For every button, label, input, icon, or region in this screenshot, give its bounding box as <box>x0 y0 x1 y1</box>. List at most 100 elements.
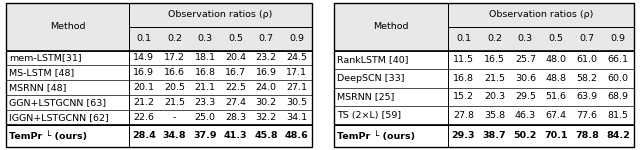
Text: 0.3: 0.3 <box>518 34 533 43</box>
Bar <box>334 69 634 88</box>
Text: 23.3: 23.3 <box>195 98 216 107</box>
Text: DeepSCN [33]: DeepSCN [33] <box>337 74 404 83</box>
Text: 68.9: 68.9 <box>607 92 628 101</box>
Text: 37.9: 37.9 <box>193 131 217 140</box>
Text: 34.1: 34.1 <box>286 113 307 122</box>
Text: 58.2: 58.2 <box>577 74 598 83</box>
Text: 24.5: 24.5 <box>286 53 307 62</box>
Text: 23.2: 23.2 <box>255 53 276 62</box>
Text: 0.1: 0.1 <box>136 34 151 43</box>
Text: 20.3: 20.3 <box>484 92 505 101</box>
Bar <box>6 80 312 95</box>
Text: 16.8: 16.8 <box>195 68 216 77</box>
Text: 0.2: 0.2 <box>167 34 182 43</box>
Text: Observation ratios (ρ): Observation ratios (ρ) <box>168 10 273 19</box>
Bar <box>6 3 129 51</box>
Text: 18.1: 18.1 <box>195 53 216 62</box>
Text: MS-LSTM [48]: MS-LSTM [48] <box>10 68 75 77</box>
Text: 30.6: 30.6 <box>515 74 536 83</box>
Text: 0.7: 0.7 <box>259 34 273 43</box>
Bar <box>6 110 312 125</box>
Bar <box>334 88 634 106</box>
Text: 29.5: 29.5 <box>515 92 536 101</box>
Text: 0.9: 0.9 <box>289 34 304 43</box>
Text: 0.3: 0.3 <box>197 34 212 43</box>
Bar <box>334 3 448 51</box>
Text: 50.2: 50.2 <box>514 131 537 140</box>
Text: 24.0: 24.0 <box>255 83 276 92</box>
Text: 0.1: 0.1 <box>456 34 471 43</box>
Text: 51.6: 51.6 <box>546 92 567 101</box>
Text: MSRNN [25]: MSRNN [25] <box>337 92 395 101</box>
Bar <box>334 51 634 69</box>
Text: 30.2: 30.2 <box>255 98 276 107</box>
Bar <box>448 27 634 51</box>
Text: 16.9: 16.9 <box>133 68 154 77</box>
Bar <box>448 3 634 27</box>
Text: 17.2: 17.2 <box>164 53 185 62</box>
Text: 30.5: 30.5 <box>286 98 307 107</box>
Text: 28.3: 28.3 <box>225 113 246 122</box>
Text: 16.9: 16.9 <box>255 68 276 77</box>
Text: 21.1: 21.1 <box>195 83 216 92</box>
Text: 38.7: 38.7 <box>483 131 506 140</box>
Text: 45.8: 45.8 <box>254 131 278 140</box>
Text: 14.9: 14.9 <box>133 53 154 62</box>
Text: 17.1: 17.1 <box>286 68 307 77</box>
Text: 25.7: 25.7 <box>515 55 536 64</box>
Text: 20.1: 20.1 <box>133 83 154 92</box>
Text: 16.5: 16.5 <box>484 55 505 64</box>
Text: RankLSTM [40]: RankLSTM [40] <box>337 55 409 64</box>
Text: Method: Method <box>373 22 409 31</box>
Text: 11.5: 11.5 <box>453 55 474 64</box>
Text: 41.3: 41.3 <box>224 131 247 140</box>
Bar <box>129 3 312 27</box>
Text: 0.5: 0.5 <box>228 34 243 43</box>
Text: Method: Method <box>50 22 85 31</box>
Text: 0.7: 0.7 <box>580 34 595 43</box>
Text: 22.5: 22.5 <box>225 83 246 92</box>
Text: 67.4: 67.4 <box>546 111 567 120</box>
Bar <box>129 27 312 51</box>
Text: 20.5: 20.5 <box>164 83 185 92</box>
Text: 70.1: 70.1 <box>545 131 568 140</box>
Text: 21.5: 21.5 <box>484 74 505 83</box>
Text: 16.6: 16.6 <box>164 68 185 77</box>
Text: MSRNN [48]: MSRNN [48] <box>10 83 67 92</box>
Text: 29.3: 29.3 <box>452 131 476 140</box>
Text: 0.9: 0.9 <box>611 34 626 43</box>
Text: 16.8: 16.8 <box>453 74 474 83</box>
Bar <box>334 125 634 147</box>
Text: 32.2: 32.2 <box>255 113 276 122</box>
Bar <box>6 65 312 80</box>
Text: 77.6: 77.6 <box>577 111 598 120</box>
Text: 60.0: 60.0 <box>607 74 628 83</box>
Text: 63.9: 63.9 <box>577 92 598 101</box>
Bar <box>6 125 312 147</box>
Text: 16.7: 16.7 <box>225 68 246 77</box>
Text: 0.5: 0.5 <box>548 34 564 43</box>
Text: 27.1: 27.1 <box>286 83 307 92</box>
Text: 48.0: 48.0 <box>546 55 567 64</box>
Text: IGGN+LSTGCNN [62]: IGGN+LSTGCNN [62] <box>10 113 109 122</box>
Text: mem-LSTM[31]: mem-LSTM[31] <box>10 53 82 62</box>
Text: 28.4: 28.4 <box>132 131 156 140</box>
Text: 27.8: 27.8 <box>453 111 474 120</box>
Text: 27.4: 27.4 <box>225 98 246 107</box>
Text: 25.0: 25.0 <box>195 113 216 122</box>
Bar <box>6 51 312 65</box>
Text: TS (2×L) [59]: TS (2×L) [59] <box>337 111 401 120</box>
Text: 48.6: 48.6 <box>285 131 308 140</box>
Text: Observation ratios (ρ): Observation ratios (ρ) <box>488 10 593 19</box>
Text: 46.3: 46.3 <box>515 111 536 120</box>
Text: 21.5: 21.5 <box>164 98 185 107</box>
Text: 66.1: 66.1 <box>607 55 628 64</box>
Text: 20.4: 20.4 <box>225 53 246 62</box>
Text: 0.2: 0.2 <box>487 34 502 43</box>
Text: 48.8: 48.8 <box>546 74 567 83</box>
Text: 78.8: 78.8 <box>575 131 599 140</box>
Text: 84.2: 84.2 <box>606 131 630 140</box>
Text: 21.2: 21.2 <box>133 98 154 107</box>
Text: 81.5: 81.5 <box>607 111 628 120</box>
Text: 15.2: 15.2 <box>453 92 474 101</box>
